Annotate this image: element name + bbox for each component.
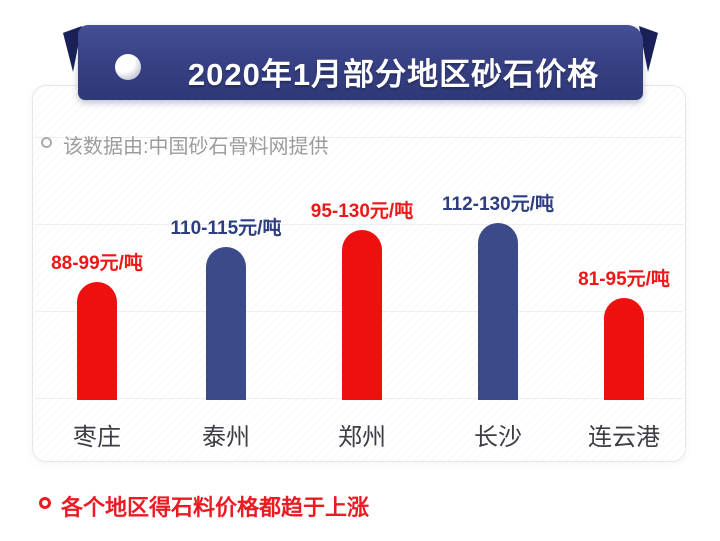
- bar-郑州: [342, 230, 382, 400]
- value-label-连云港: 81-95元/吨: [578, 269, 670, 290]
- category-label-泰州: 泰州: [202, 424, 250, 451]
- category-label-连云港: 连云港: [588, 424, 660, 451]
- category-label-枣庄: 枣庄: [73, 424, 121, 451]
- gridline-1: [35, 137, 683, 138]
- bar-泰州: [206, 247, 246, 400]
- bullet-sphere-icon: [115, 54, 141, 80]
- value-label-郑州: 95-130元/吨: [310, 201, 414, 222]
- value-label-枣庄: 88-99元/吨: [51, 253, 143, 274]
- bullet-circle-red-icon: [39, 497, 51, 509]
- title-banner: 2020年1月部分地区砂石价格: [78, 25, 643, 100]
- bar-连云港: [604, 298, 644, 400]
- value-label-泰州: 110-115元/吨: [170, 218, 282, 239]
- bar-枣庄: [77, 282, 117, 400]
- bar-长沙: [478, 223, 518, 400]
- gridline-2: [35, 224, 683, 225]
- category-label-长沙: 长沙: [474, 424, 522, 451]
- value-label-长沙: 112-130元/吨: [442, 194, 554, 215]
- category-label-郑州: 郑州: [338, 424, 386, 451]
- bullet-circle-icon: [41, 137, 52, 148]
- footer-note: 各个地区得石料价格都趋于上涨: [61, 495, 370, 520]
- page-title: 2020年1月部分地区砂石价格: [187, 57, 600, 92]
- source-note: 该数据由:中国砂石骨料网提供: [63, 136, 329, 158]
